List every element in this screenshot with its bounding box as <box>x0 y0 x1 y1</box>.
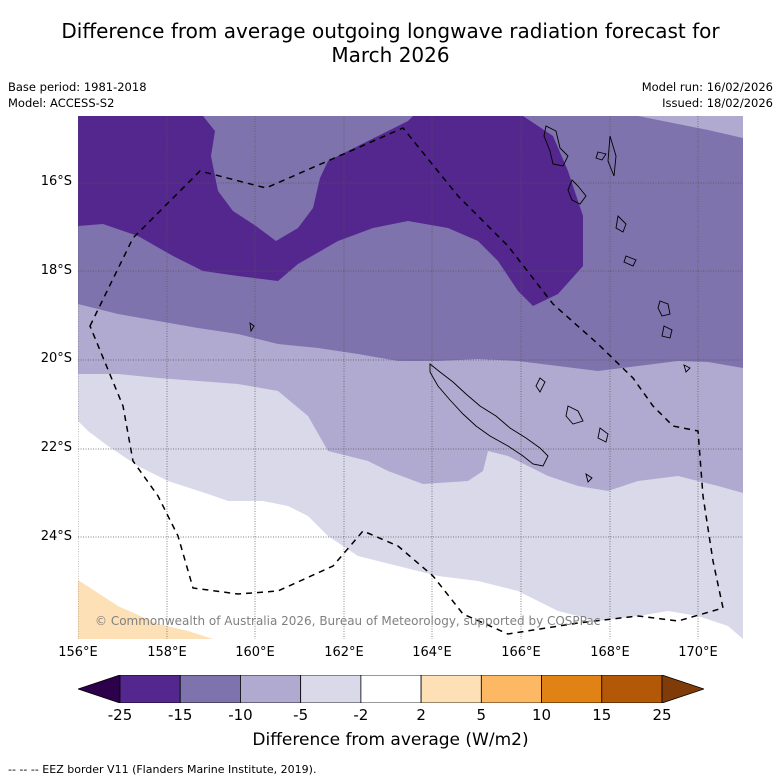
colorbar-segment <box>300 675 362 703</box>
colorbar-segment <box>179 675 241 703</box>
lon-label-164e: 164°E <box>412 645 452 660</box>
copyright-notice: © Commonwealth of Australia 2026, Bureau… <box>95 614 601 628</box>
coast-pentecost <box>607 135 617 177</box>
coast-ambrym <box>595 151 607 161</box>
model-name: Model: ACCESS-S2 <box>8 96 115 110</box>
colorbar-segment <box>480 675 542 703</box>
region-plus2-plus5 <box>78 580 213 639</box>
map-title: Difference from average outgoing longwav… <box>0 19 781 67</box>
colorbar-segment <box>240 675 302 703</box>
coast-small-1 <box>249 322 255 333</box>
region-top-right-lighter <box>638 116 743 138</box>
region-minus25-minus15 <box>78 116 583 306</box>
eez-border <box>89 127 724 635</box>
eez-footnote: -- -- -- EEZ border V11 (Flanders Marine… <box>8 763 317 776</box>
meta-left: Base period: 1981-2018 Model: ACCESS-S2 <box>8 79 147 111</box>
lon-label-166e: 166°E <box>501 645 541 660</box>
coast-erromango <box>623 255 637 267</box>
coast-small-3 <box>585 472 593 483</box>
lon-label-170e: 170°E <box>678 645 718 660</box>
colorbar-tick-label: -2 <box>353 706 369 724</box>
colorbar-segment <box>541 675 603 703</box>
colorbar-tick-label: -5 <box>293 706 309 724</box>
lat-label-22s: 22°S <box>40 440 72 455</box>
coast-vanuatu-tanna <box>657 300 671 317</box>
colorbar-label: Difference from average (W/m2) <box>252 730 529 750</box>
meta-right: Model run: 16/02/2026 Issued: 18/02/2026 <box>642 79 773 111</box>
base-period: Base period: 1981-2018 <box>8 80 147 94</box>
colorbar-tick-label: -10 <box>228 706 253 724</box>
coast-vanuatu-santo <box>543 125 569 167</box>
colorbar-tick-label: -15 <box>167 706 193 724</box>
title-line-1: Difference from average outgoing longwav… <box>61 19 720 43</box>
colorbar-under-arrow <box>78 675 121 703</box>
colorbar-segment <box>420 675 482 703</box>
lat-label-24s: 24°S <box>40 529 72 544</box>
colorbar-tick-label: 15 <box>592 706 612 724</box>
map-svg <box>78 116 743 639</box>
lat-label-20s: 20°S <box>40 351 72 366</box>
colorbar-segment <box>119 675 181 703</box>
coast-vanuatu-aneityum <box>661 325 673 339</box>
colorbar-segment <box>360 675 422 703</box>
title-line-2: March 2026 <box>331 43 450 67</box>
colorbar-tick-label: 25 <box>652 706 672 724</box>
model-run: Model run: 16/02/2026 <box>641 80 773 94</box>
colorbar <box>78 675 704 703</box>
issued-date: Issued: 18/02/2026 <box>662 96 773 110</box>
coast-new-caledonia <box>429 363 549 467</box>
lat-label-18s: 18°S <box>40 263 72 278</box>
region-minus15-minus10 <box>78 116 743 371</box>
lon-label-156e: 156°E <box>58 645 98 660</box>
colorbar-segment <box>601 675 663 703</box>
coast-ouvea <box>535 377 546 393</box>
colorbar-segments <box>119 675 663 703</box>
coast-small-2 <box>683 364 691 373</box>
colorbar-over-arrow <box>661 675 704 703</box>
map-panel <box>78 116 743 639</box>
lon-label-160e: 160°E <box>235 645 275 660</box>
coast-mare <box>597 427 609 443</box>
coast-lifou <box>565 405 584 425</box>
colorbar-tick-label: -25 <box>107 706 133 724</box>
gridlines <box>78 116 743 639</box>
colorbar-tick-label: 2 <box>416 706 426 724</box>
lon-label-158e: 158°E <box>147 645 187 660</box>
colorbar-tick-label: 5 <box>476 706 487 724</box>
lon-label-162e: 162°E <box>324 645 364 660</box>
coastlines <box>249 125 691 483</box>
lon-label-168e: 168°E <box>590 645 630 660</box>
coast-vanuatu-malekula <box>567 179 587 205</box>
coast-vanuatu-efate <box>615 215 627 233</box>
lat-label-16s: 16°S <box>40 174 72 189</box>
colorbar-tick-label: 10 <box>532 706 552 724</box>
